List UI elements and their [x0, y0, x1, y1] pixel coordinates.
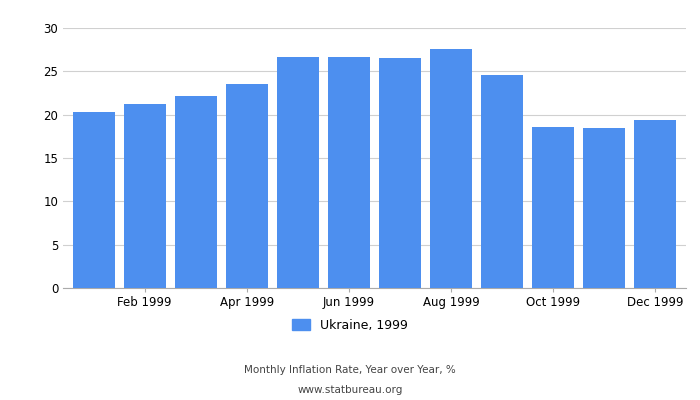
Bar	[328, 58, 370, 288]
Bar	[175, 96, 217, 288]
Bar	[379, 58, 421, 288]
Bar	[226, 84, 268, 288]
Bar	[277, 58, 318, 288]
Text: www.statbureau.org: www.statbureau.org	[298, 385, 402, 395]
Bar	[430, 49, 472, 288]
Legend: Ukraine, 1999: Ukraine, 1999	[292, 319, 408, 332]
Bar	[73, 112, 115, 288]
Text: Monthly Inflation Rate, Year over Year, %: Monthly Inflation Rate, Year over Year, …	[244, 365, 456, 375]
Bar	[481, 75, 523, 288]
Bar	[634, 120, 676, 288]
Bar	[583, 128, 625, 288]
Bar	[532, 127, 574, 288]
Bar	[124, 104, 166, 288]
